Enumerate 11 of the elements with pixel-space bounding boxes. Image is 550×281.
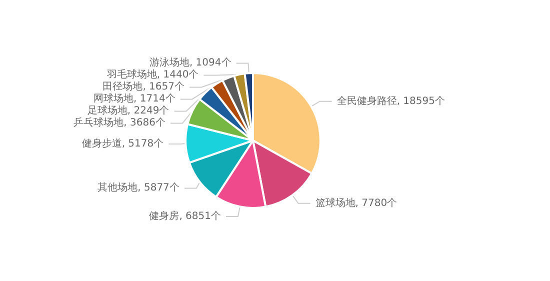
- slice-label: 健身步道, 5178个: [82, 137, 164, 150]
- slice-label: 其他场地, 5877个: [98, 182, 180, 194]
- slice-label: 田径场地, 1657个: [102, 80, 185, 93]
- slice-label: 篮球场地, 7780个: [315, 196, 398, 209]
- slice-label: 网球场地, 1714个: [94, 92, 176, 105]
- slice-label: 游泳场地, 1094个: [149, 56, 232, 69]
- slice-label: 全民健身路径, 18595个: [336, 94, 445, 107]
- slice-label: 健身房, 6851个: [149, 210, 222, 222]
- slice-label: 足球场地, 2249个: [87, 104, 170, 117]
- slice-label: 羽毛球场地, 1440个: [106, 68, 199, 81]
- slice-label: 乒乓球场地, 3686个: [74, 116, 166, 129]
